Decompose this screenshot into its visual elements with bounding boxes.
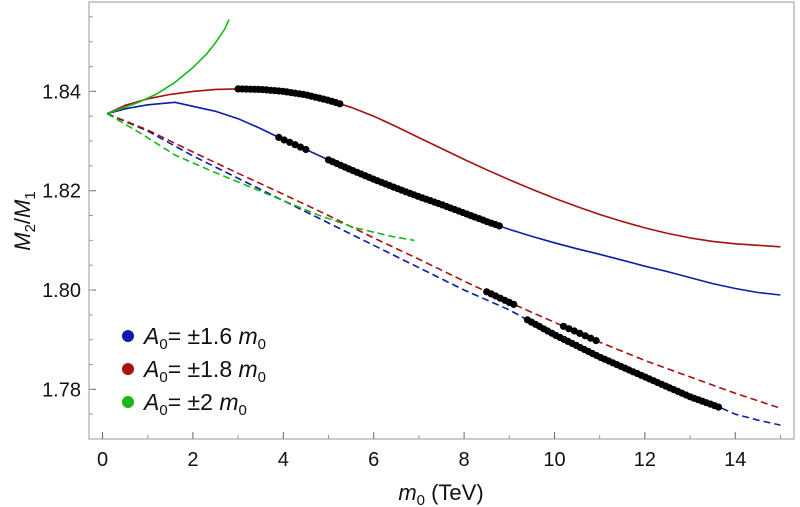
- legend-label-red: A0= ±1.8 m0: [142, 356, 266, 386]
- marker-point: [275, 133, 283, 141]
- marker-point: [291, 141, 299, 149]
- y-tick-label: 1.80: [42, 280, 81, 302]
- marker-point: [565, 325, 573, 333]
- y-tick-label: 1.82: [42, 181, 81, 203]
- legend-item-blue: A0= ±1.6 m0: [122, 323, 266, 353]
- legend-label-green: A0= ±2 m0: [142, 389, 247, 419]
- x-tick-label: 8: [459, 449, 470, 471]
- legend-label-blue: A0= ±1.6 m0: [142, 323, 266, 353]
- legend-item-red: A0= ±1.8 m0: [122, 356, 266, 386]
- plot-frame: [88, 1, 795, 440]
- legend-swatch-red: [122, 363, 134, 375]
- series-red-dashed: [106, 112, 781, 409]
- x-axis-title: m0 (TeV): [398, 480, 483, 507]
- marker-point: [280, 136, 288, 144]
- legend-swatch-blue: [122, 330, 134, 342]
- legend-item-green: A0= ±2 m0: [122, 389, 247, 419]
- y-tick-label: 1.78: [42, 379, 81, 401]
- marker-point: [296, 143, 305, 151]
- marker-point: [570, 327, 579, 335]
- y-tick-label: 1.84: [42, 81, 81, 103]
- marker-point: [302, 145, 310, 154]
- legend: A0= ±1.6 m0 A0= ±1.8 m0 A0= ±2 m0: [122, 323, 266, 419]
- marker-layer: [234, 85, 723, 411]
- marker-point: [576, 329, 584, 337]
- series-blue-dashed: [106, 112, 781, 426]
- series-green-solid: [106, 19, 230, 115]
- x-tick-label: 6: [368, 449, 379, 471]
- x-tick-label: 2: [187, 449, 198, 471]
- y-axis-title: M2/M1: [10, 191, 39, 250]
- x-tick-label: 0: [97, 449, 108, 471]
- series-green-dashed: [106, 113, 415, 242]
- marker-point: [714, 403, 723, 411]
- marker-point: [495, 222, 503, 230]
- x-tick-label: 14: [724, 449, 746, 471]
- marker-point: [559, 322, 568, 330]
- x-tick-label: 12: [634, 449, 656, 471]
- x-tick-label: 10: [543, 449, 565, 471]
- marker-point: [587, 334, 595, 342]
- x-tick-label: 4: [278, 449, 289, 471]
- marker-point: [510, 300, 518, 308]
- marker-point: [336, 100, 344, 108]
- series-red-solid: [106, 88, 781, 248]
- marker-point: [592, 337, 600, 345]
- axis-layer: 0 2 4 6 8 10 12 14 1.78 1.80 1.82 1.84: [42, 16, 781, 471]
- marker-point: [286, 138, 294, 146]
- legend-swatch-green: [122, 396, 134, 408]
- marker-point: [581, 332, 589, 340]
- series-blue-solid: [106, 101, 781, 296]
